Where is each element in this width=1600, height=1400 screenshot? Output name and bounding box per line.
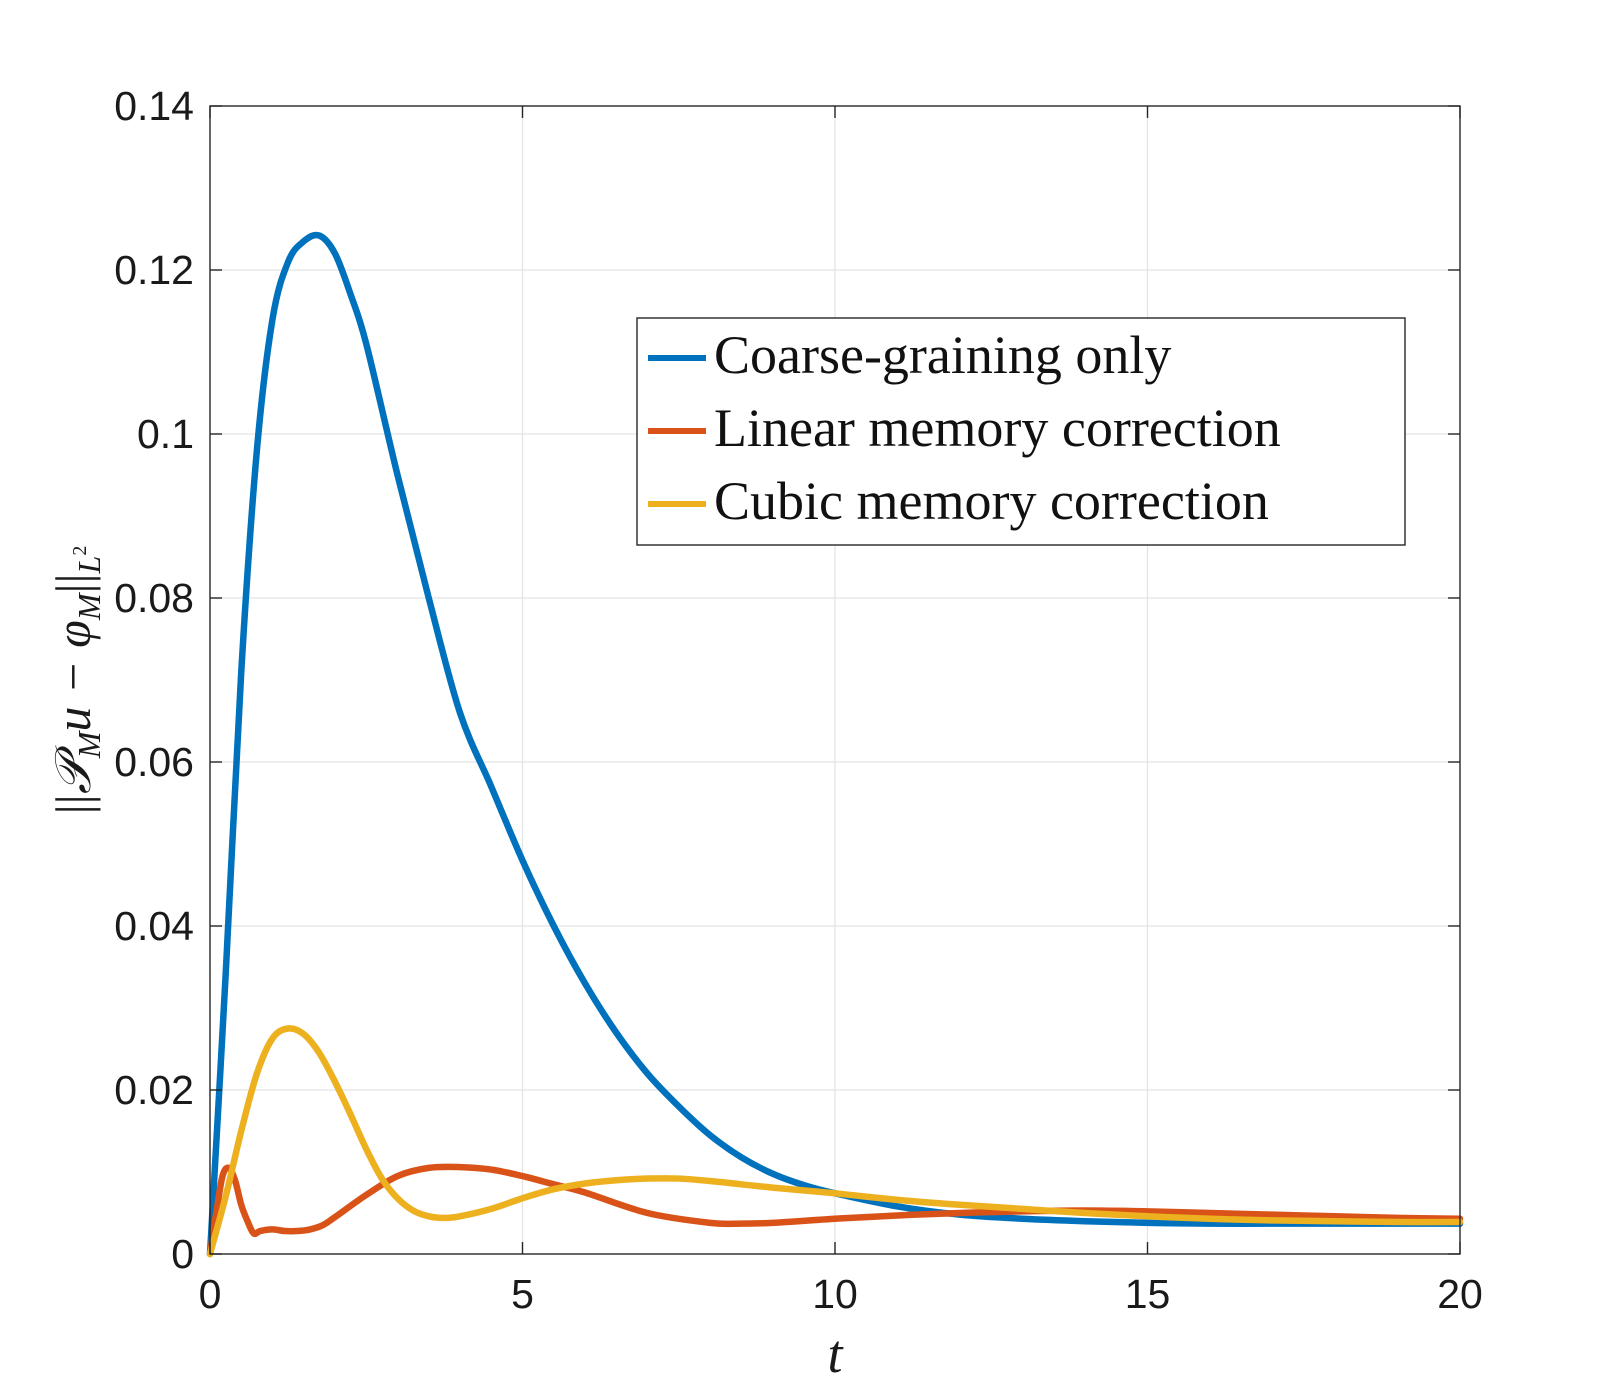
y-tick-label: 0.04 bbox=[114, 903, 194, 949]
y-tick-label: 0.1 bbox=[137, 411, 194, 457]
series-line-coarse bbox=[206, 231, 1464, 1258]
y-label-sub-l: L bbox=[71, 556, 107, 575]
y-tick-label: 0.12 bbox=[114, 247, 194, 293]
y-label-sup-2: 2 bbox=[69, 546, 91, 556]
y-axis-label: ||𝒫Mu − φM||L2 bbox=[45, 546, 107, 815]
series-layer bbox=[206, 231, 1464, 1258]
y-tick-label: 0.06 bbox=[114, 739, 194, 785]
y-label-norm-close: || bbox=[45, 573, 101, 593]
x-tick-label: 15 bbox=[1125, 1271, 1171, 1317]
legend-label-cubic: Cubic memory correction bbox=[714, 471, 1269, 531]
y-tick-label: 0.14 bbox=[114, 83, 194, 129]
legend-box bbox=[636, 317, 1406, 546]
x-axis-label: t bbox=[827, 1324, 844, 1384]
legend-label-coarse: Coarse-graining only bbox=[714, 325, 1171, 385]
tick-labels: 0 5 10 15 20 0 0.02 0.04 0.06 0.08 0.1 0.12 0.14 bbox=[114, 83, 1483, 1317]
y-label-norm-open: || bbox=[45, 794, 101, 814]
y-tick-label: 0.02 bbox=[114, 1067, 194, 1113]
series-line-cubic bbox=[206, 1025, 1464, 1258]
x-tick-label: 20 bbox=[1437, 1271, 1483, 1317]
y-label-u: u − bbox=[45, 648, 101, 732]
y-label-sub-m2: M bbox=[71, 591, 107, 621]
x-tick-label: 5 bbox=[511, 1271, 534, 1317]
y-label-sub-m1: M bbox=[71, 729, 107, 759]
x-tick-label: 0 bbox=[199, 1271, 222, 1317]
y-label-phi: φ bbox=[45, 620, 101, 648]
x-tick-label: 10 bbox=[812, 1271, 858, 1317]
ticks bbox=[209, 105, 1461, 1255]
y-tick-label: 0 bbox=[171, 1231, 194, 1277]
legend-label-linear: Linear memory correction bbox=[714, 398, 1281, 458]
y-tick-label: 0.08 bbox=[114, 575, 194, 621]
legend: Coarse-graining only Linear memory corre… bbox=[636, 317, 1406, 546]
